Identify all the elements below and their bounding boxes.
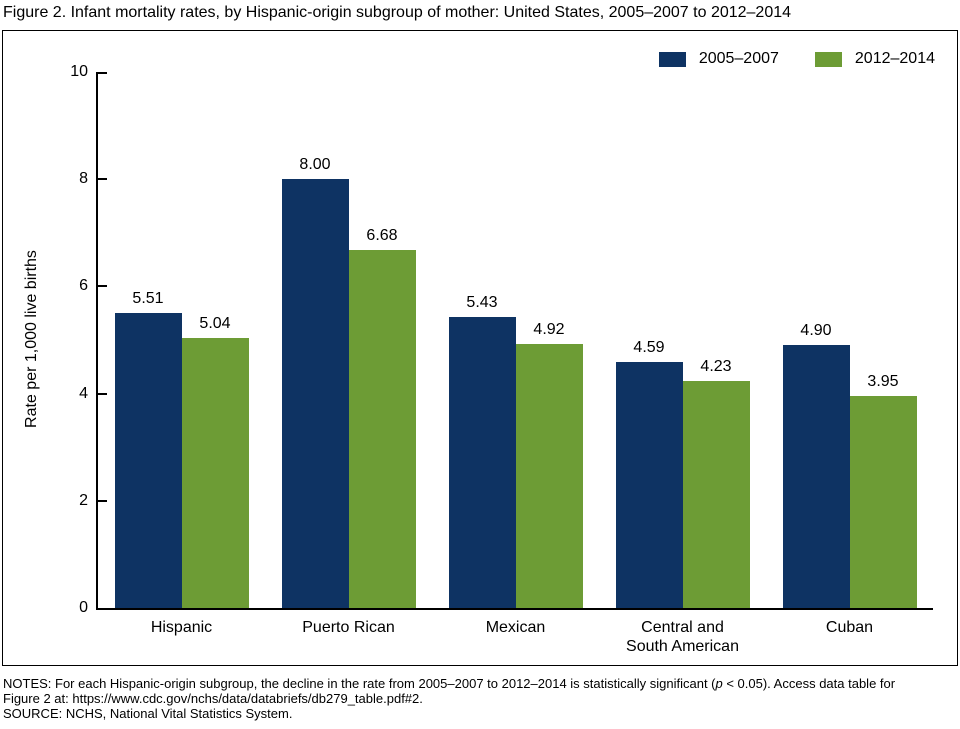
- x-axis-label-puerto-rican: Puerto Rican: [302, 619, 395, 636]
- x-axis-label-hispanic: Hispanic: [150, 619, 213, 636]
- bar-2012-2014-hispanic: [181, 337, 249, 608]
- y-tick-label-4: 4: [79, 384, 88, 402]
- bar-value-2012-2014-mexican: 4.92: [533, 321, 565, 339]
- notes-line-1: NOTES: For each Hispanic-origin subgroup…: [3, 676, 896, 691]
- y-tick-4: [98, 392, 107, 395]
- bar-value-2012-2014-hispanic: 5.04: [199, 314, 231, 332]
- bar-2005-2007-puerto-rican: [281, 179, 349, 608]
- y-tick-10: [98, 72, 107, 74]
- bar-2005-2007-mexican: [448, 316, 516, 608]
- legend-label-2005-2007: 2005–2007: [698, 50, 779, 67]
- figure-title: Figure 2. Infant mortality rates, by His…: [3, 4, 792, 21]
- y-tick-2: [98, 499, 107, 502]
- notes-block: NOTES: For each Hispanic-origin subgroup…: [3, 676, 895, 721]
- bar-2005-2007-cuban: [782, 345, 850, 608]
- bar-2005-2007-central-and-south-american: [615, 361, 683, 608]
- legend: 2005–2007 2012–2014: [658, 50, 935, 68]
- chart-frame: 2005–2007 2012–2014 Rate per 1,000 live …: [2, 30, 958, 666]
- y-tick-label-8: 8: [79, 170, 88, 188]
- legend-item-2005-2007: 2005–2007: [658, 50, 779, 68]
- source-line: SOURCE: NCHS, National Vital Statistics …: [3, 706, 293, 721]
- y-tick-label-2: 2: [79, 491, 88, 509]
- bar-value-2012-2014-cuban: 3.95: [867, 373, 899, 391]
- legend-item-2012-2014: 2012–2014: [814, 50, 935, 68]
- bar-value-2005-2007-puerto-rican: 8.00: [299, 156, 331, 174]
- bar-2005-2007-hispanic: [114, 312, 182, 608]
- bar-2012-2014-mexican: [515, 344, 583, 608]
- bar-value-2012-2014-central-and-south-american: 4.23: [700, 358, 732, 376]
- bar-value-2005-2007-hispanic: 5.51: [132, 289, 164, 307]
- y-axis-title: Rate per 1,000 live births: [23, 250, 40, 428]
- y-tick-8: [98, 178, 107, 181]
- x-axis-label-cuban: Cuban: [825, 619, 874, 636]
- legend-label-2012-2014: 2012–2014: [854, 50, 935, 67]
- legend-swatch-2012-2014: [814, 51, 842, 67]
- bar-2012-2014-puerto-rican: [348, 249, 416, 608]
- plot-area: 0 2 4 6 8 10 5.51 5.04 Hispanic 8.00 6.68 Puerto Ri…: [70, 63, 933, 655]
- p-value-italic: p: [715, 676, 723, 691]
- y-tick-label-6: 6: [79, 277, 88, 295]
- y-tick-label-10: 10: [70, 63, 88, 80]
- x-axis-label-central-and-south-american: Central and South American: [626, 619, 739, 655]
- bar-value-2005-2007-cuban: 4.90: [800, 322, 832, 340]
- y-tick-6: [98, 285, 107, 288]
- legend-swatch-2005-2007: [658, 51, 686, 67]
- bar-2012-2014-central-and-south-american: [682, 381, 750, 608]
- bar-value-2005-2007-mexican: 5.43: [466, 293, 498, 311]
- notes-line-2: Figure 2 at: https://www.cdc.gov/nchs/da…: [3, 691, 423, 706]
- bar-2012-2014-cuban: [849, 396, 917, 608]
- x-axis-label-mexican: Mexican: [485, 619, 546, 636]
- bar-value-2005-2007-central-and-south-american: 4.59: [633, 338, 665, 356]
- bar-value-2012-2014-puerto-rican: 6.68: [366, 226, 398, 244]
- y-tick-label-0: 0: [79, 599, 88, 616]
